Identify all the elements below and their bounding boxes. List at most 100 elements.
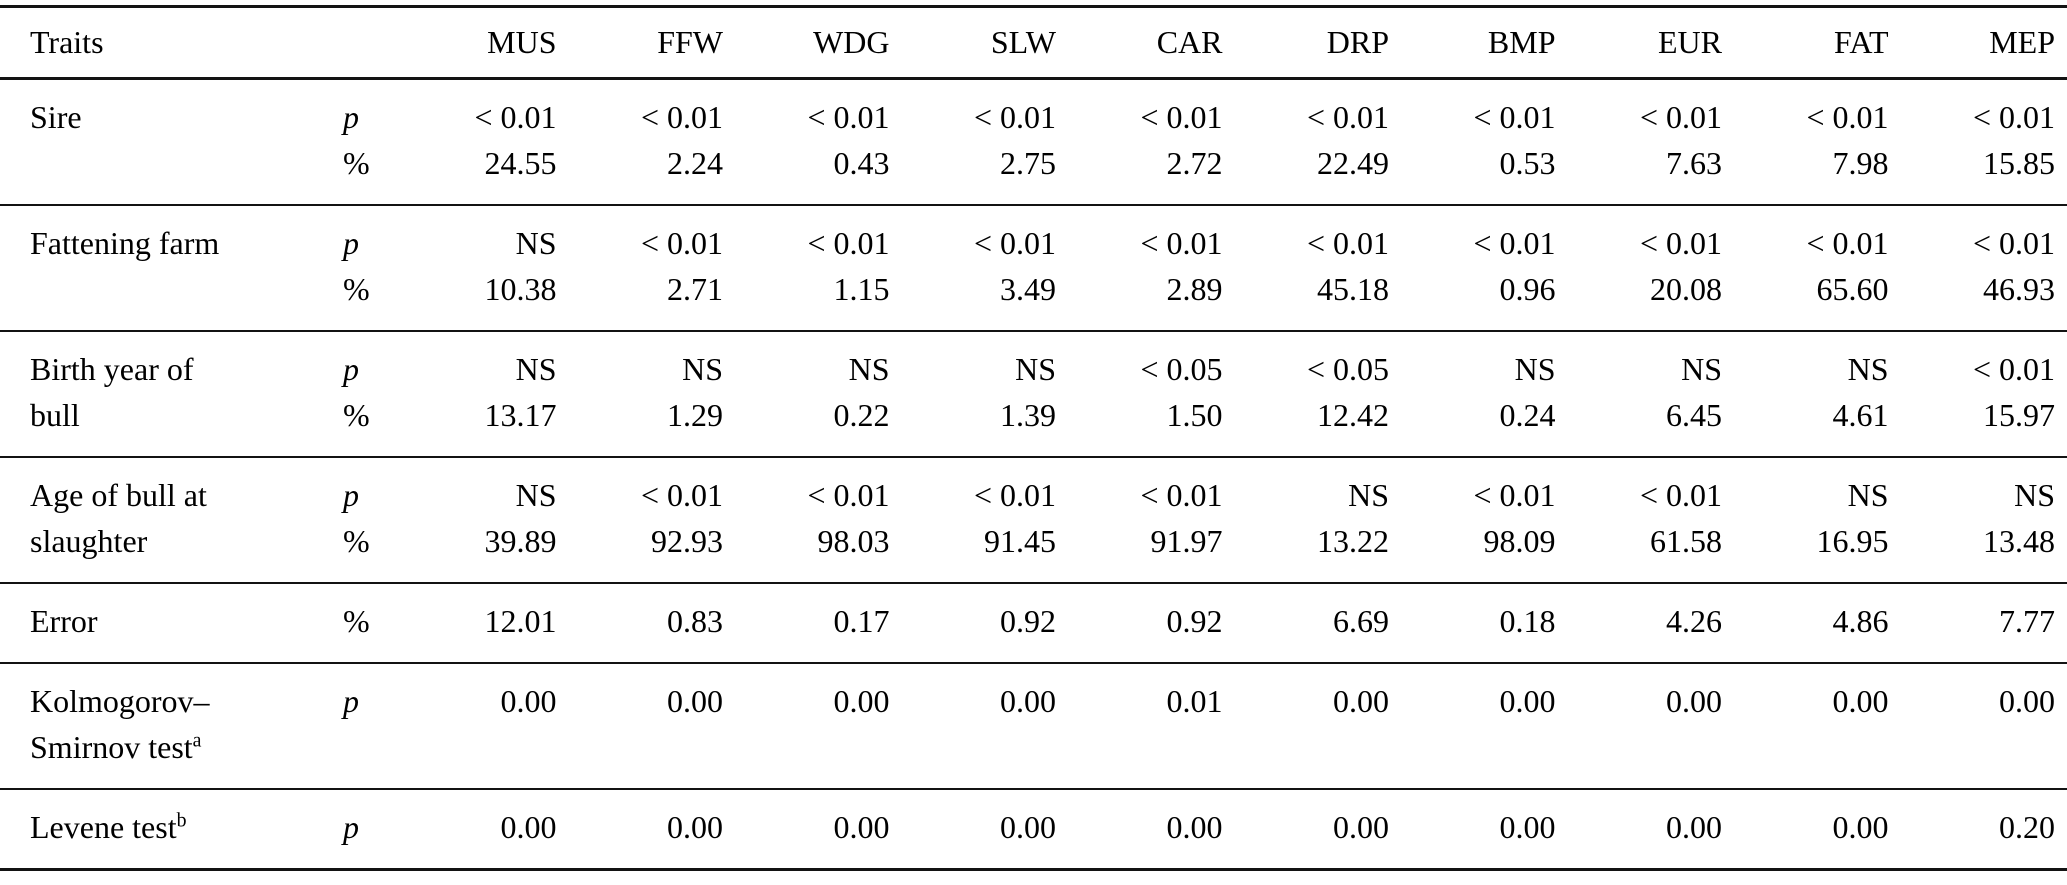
trait-label-text: Birth year of (30, 351, 194, 387)
value-cell: 2.75 (1000, 145, 1056, 181)
trait-label-text: Kolmogorov– (30, 683, 210, 719)
value-cell: 12.42 (1317, 397, 1389, 433)
value-cell: < 0.01 (474, 99, 557, 135)
value-cell: < 0.01 (807, 477, 890, 513)
trait-label-line: Birth year of (30, 346, 340, 392)
value-cell: < 0.01 (1639, 477, 1722, 513)
row-symbol: p (343, 351, 359, 387)
value-cell: < 0.01 (1140, 225, 1223, 261)
value-cell: 24.55 (484, 145, 557, 181)
value-cell: 0.00 (1000, 809, 1056, 845)
value-cell: 16.95 (1816, 523, 1889, 559)
trait-group: Levene testb p 0.00 0.00 0.00 0.00 0.00 0.00 0.0… (0, 789, 2067, 870)
value-cell: 6.45 (1666, 397, 1722, 433)
value-cell: < 0.01 (1306, 225, 1389, 261)
trait-label-line: Age of bull at (30, 472, 340, 518)
value-cell: 91.45 (984, 523, 1056, 559)
value-cell: NS (515, 351, 557, 387)
value-cell: 0.00 (833, 809, 890, 845)
value-cell: 0.00 (1499, 683, 1556, 719)
value-cell: 10.38 (484, 271, 557, 307)
value-cell: < 0.01 (973, 99, 1056, 135)
value-cell: 0.18 (1499, 603, 1556, 639)
trait-label-text: Fattening farm (30, 225, 220, 261)
value-cell: < 0.01 (1806, 99, 1889, 135)
value-cell: 0.92 (1166, 603, 1223, 639)
value-cell: 0.24 (1499, 397, 1556, 433)
value-cell: < 0.05 (1140, 351, 1223, 387)
column-header-slw: SLW (990, 24, 1056, 60)
header-row: Traits MUS FFW WDG SLW CAR DRP BMP EUR F… (0, 7, 2067, 79)
value-cell: 13.17 (484, 397, 557, 433)
value-cell: < 0.01 (1473, 225, 1556, 261)
value-cell: 0.53 (1499, 145, 1556, 181)
column-header-mus: MUS (487, 24, 557, 60)
trait-label-line: Levene testb (30, 804, 340, 850)
value-cell: 22.49 (1317, 145, 1389, 181)
column-header-drp: DRP (1326, 24, 1389, 60)
value-cell: 1.29 (667, 397, 723, 433)
value-cell: 4.26 (1666, 603, 1722, 639)
value-cell: NS (515, 477, 557, 513)
value-cell: 0.20 (1999, 809, 2055, 845)
value-cell: 13.22 (1317, 523, 1389, 559)
value-cell: < 0.01 (973, 477, 1056, 513)
trait-label-text: Age of bull at (30, 477, 207, 513)
value-cell: 1.39 (1000, 397, 1056, 433)
value-cell: 0.83 (667, 603, 723, 639)
value-cell: 0.96 (1499, 271, 1556, 307)
value-cell: NS (1015, 351, 1056, 387)
trait-label-text: bull (30, 397, 80, 433)
value-cell: < 0.01 (973, 225, 1056, 261)
value-cell: 2.89 (1166, 271, 1223, 307)
table-row: Fattening farm p NS < 0.01 < 0.01 < 0.01 < 0.0… (0, 205, 2067, 266)
value-cell: 4.86 (1832, 603, 1889, 639)
value-cell: 0.00 (1333, 683, 1389, 719)
value-cell: 39.89 (484, 523, 557, 559)
value-cell: < 0.01 (1473, 99, 1556, 135)
table-row: % 24.55 2.24 0.43 2.75 2.72 22.49 0.53 7.63 7.98 1… (0, 140, 2067, 205)
table-row: Age of bull at slaughter p NS < 0.01 < 0.01 < … (0, 457, 2067, 559)
value-cell: 3.49 (1000, 271, 1056, 307)
value-cell: 0.01 (1166, 683, 1223, 719)
trait-label-line: bull (30, 392, 340, 438)
value-cell: NS (2014, 477, 2055, 513)
trait-label-line: Error (30, 598, 340, 644)
footnote-marker: a (192, 729, 202, 752)
value-cell: 0.17 (833, 603, 890, 639)
trait-label-text: slaughter (30, 523, 148, 559)
trait-label-line: slaughter (30, 518, 340, 564)
anova-table: Traits MUS FFW WDG SLW CAR DRP BMP EUR F… (0, 5, 2067, 871)
value-cell: NS (682, 351, 723, 387)
trait-label: Birth year of bull (0, 331, 340, 457)
value-cell: < 0.01 (1473, 477, 1556, 513)
value-cell: NS (515, 225, 557, 261)
value-cell: 15.97 (1983, 397, 2055, 433)
trait-label: Kolmogorov– Smirnov testa (0, 663, 340, 789)
table-row: Kolmogorov– Smirnov testa p 0.00 0.00 0.00 0.0… (0, 663, 2067, 789)
value-cell: 2.71 (667, 271, 723, 307)
value-cell: 0.00 (1832, 683, 1889, 719)
value-cell: < 0.01 (1639, 225, 1722, 261)
value-cell: 1.15 (833, 271, 890, 307)
trait-label-line: Kolmogorov– (30, 678, 340, 724)
value-cell: 0.00 (1666, 809, 1722, 845)
value-cell: 98.09 (1483, 523, 1556, 559)
column-header-mep: MEP (1989, 24, 2055, 60)
value-cell: 12.01 (484, 603, 557, 639)
value-cell: 92.93 (651, 523, 723, 559)
value-cell: < 0.01 (1140, 477, 1223, 513)
value-cell: < 0.01 (1639, 99, 1722, 135)
table-row: % 13.17 1.29 0.22 1.39 1.50 12.42 0.24 6.45 4.61 1… (0, 392, 2067, 457)
value-cell: 0.00 (1166, 809, 1223, 845)
value-cell: 0.00 (1499, 809, 1556, 845)
value-cell: < 0.01 (640, 477, 723, 513)
value-cell: NS (1514, 351, 1556, 387)
table-row: % 10.38 2.71 1.15 3.49 2.89 45.18 0.96 20.08 65.6… (0, 266, 2067, 331)
value-cell: 7.98 (1832, 145, 1889, 181)
value-cell: NS (848, 351, 890, 387)
value-cell: 0.00 (833, 683, 890, 719)
row-symbol: p (343, 477, 359, 513)
value-cell: 0.92 (1000, 603, 1056, 639)
